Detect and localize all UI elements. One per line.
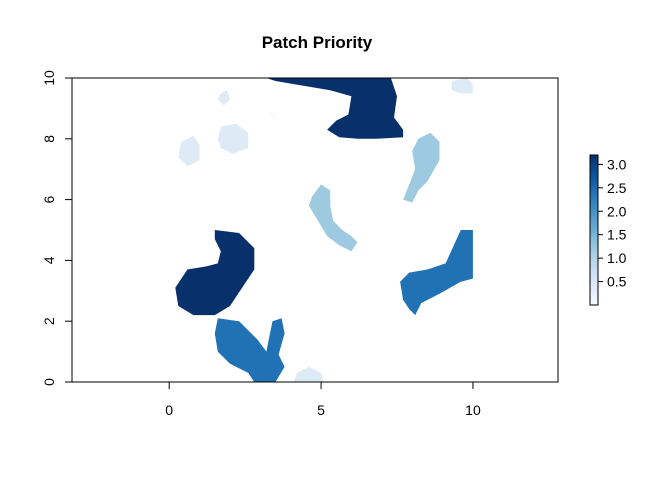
patch-11 [217, 90, 230, 106]
chart-title: Patch Priority [262, 33, 373, 52]
colorbar-scale [589, 154, 599, 306]
patch-1 [266, 78, 404, 139]
heatmap-patches [175, 78, 473, 382]
patch-8 [178, 135, 200, 167]
y-tick-label: 4 [41, 256, 57, 264]
colorbar-tick-label: 2.5 [607, 180, 627, 196]
colorbar-tick-label: 3.0 [607, 156, 627, 172]
y-tick-label: 10 [41, 70, 57, 86]
colorbar-tick-label: 2.0 [607, 203, 627, 219]
patch-6 [308, 184, 358, 252]
patch-2 [175, 230, 255, 316]
y-axis: 0 2 4 6 8 10 [41, 70, 73, 386]
x-tick-label: 5 [317, 402, 325, 418]
patch-5 [403, 132, 440, 203]
plot-frame [71, 77, 559, 383]
patch-4 [400, 230, 473, 316]
y-tick-label: 6 [41, 195, 57, 203]
y-tick-label: 8 [41, 135, 57, 143]
patch-7 [217, 123, 249, 154]
x-tick-label: 10 [465, 402, 481, 418]
y-tick-label: 2 [41, 317, 57, 325]
patch-12 [269, 111, 276, 118]
patch-10 [293, 366, 325, 382]
y-tick-label: 0 [41, 378, 57, 386]
patch-3 [214, 318, 285, 382]
colorbar-legend: 0.5 1.0 1.5 2.0 2.5 3.0 [589, 154, 627, 306]
patch-9 [451, 78, 473, 94]
x-axis: 0 5 10 [165, 381, 481, 418]
x-tick-label: 0 [165, 402, 173, 418]
colorbar-tick-label: 0.5 [607, 274, 627, 290]
colorbar-tick-label: 1.5 [607, 227, 627, 243]
colorbar-tick-label: 1.0 [607, 250, 627, 266]
